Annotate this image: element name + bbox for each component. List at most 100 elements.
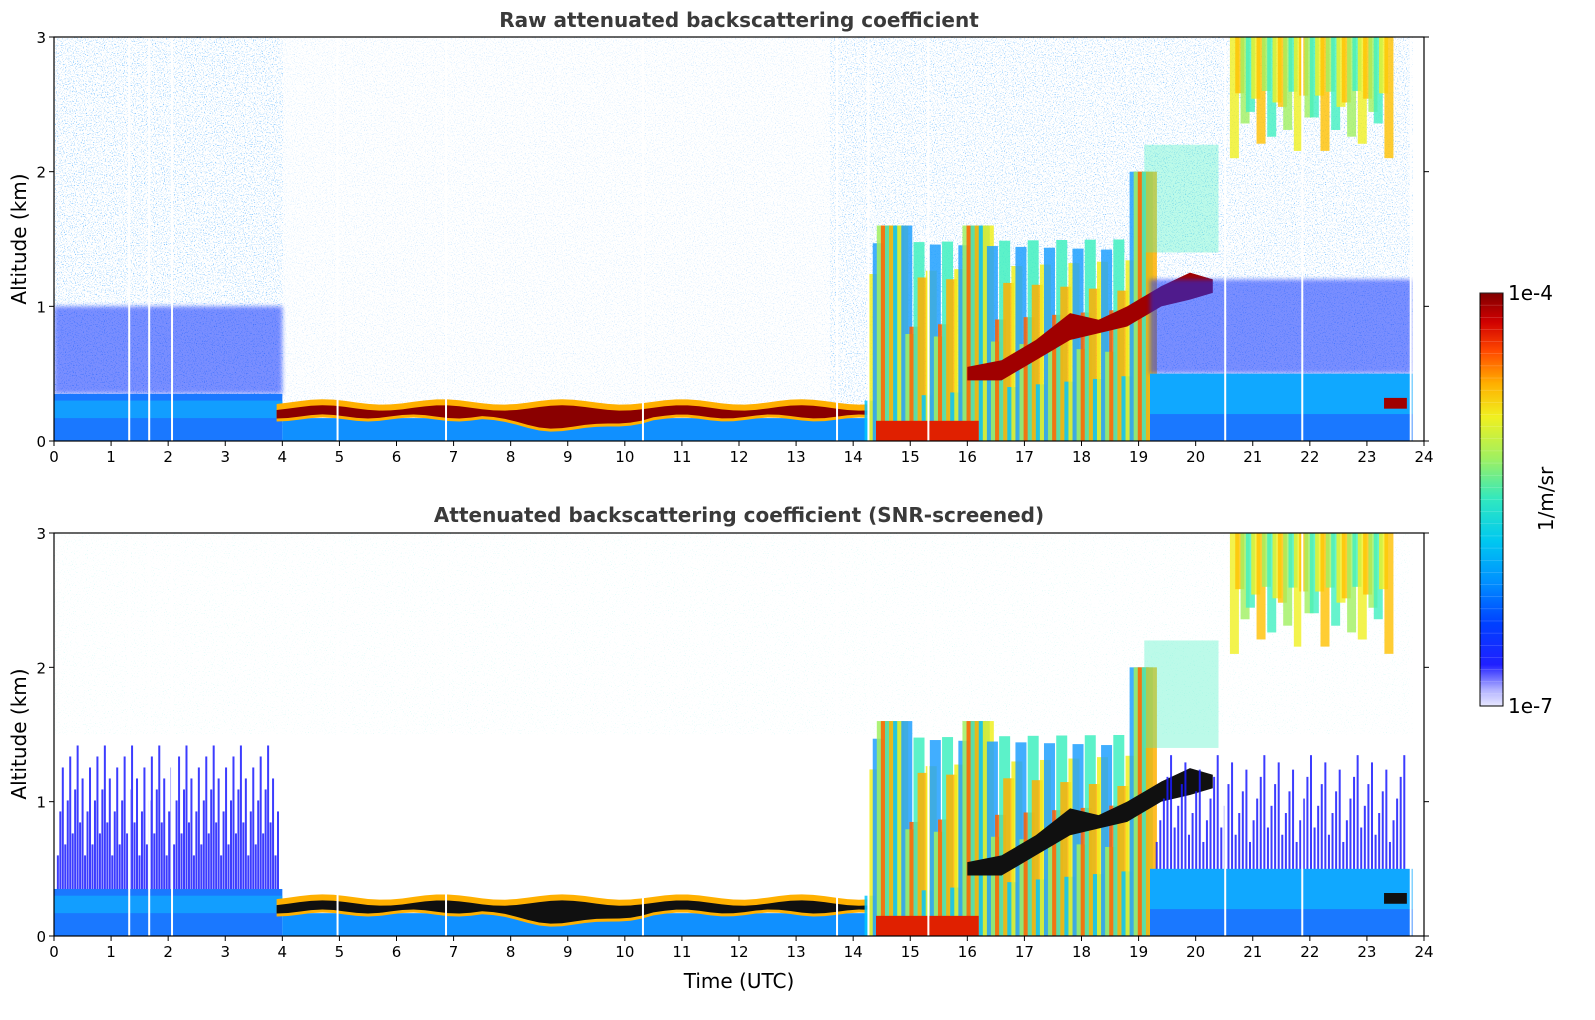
screened-column xyxy=(1209,798,1212,876)
cloud-column xyxy=(1341,37,1351,103)
cloud-column xyxy=(1357,533,1367,640)
screened-column xyxy=(103,745,106,892)
cell-column xyxy=(1031,780,1043,936)
screened-column xyxy=(1306,776,1309,876)
screened-column xyxy=(74,789,77,892)
cloud-column xyxy=(1357,37,1367,144)
data-gap xyxy=(1301,37,1304,441)
screened-column xyxy=(136,778,139,892)
cloud-column xyxy=(1144,640,1219,748)
screened-column xyxy=(274,855,277,892)
screened-column xyxy=(1353,776,1356,876)
screened-column xyxy=(1202,841,1205,876)
screened-column xyxy=(1324,762,1327,876)
x-tick-label: 2 xyxy=(163,943,173,961)
cloud-column xyxy=(1288,533,1298,588)
noise-region xyxy=(282,37,831,441)
x-tick-label: 4 xyxy=(278,448,288,466)
x-tick-label: 1 xyxy=(106,448,116,466)
data-gap xyxy=(1409,533,1412,936)
screened-column xyxy=(116,767,119,892)
cell-column xyxy=(1117,290,1129,441)
stratocumulus-layer xyxy=(276,894,871,936)
colorbar-max-label: 1e-4 xyxy=(1508,281,1553,305)
screened-column xyxy=(1392,820,1395,876)
screened-column xyxy=(202,800,205,892)
data-gap xyxy=(1409,37,1412,441)
screened-column xyxy=(93,800,96,892)
x-tick-label: 15 xyxy=(901,448,920,466)
x-tick-label: 12 xyxy=(729,943,748,961)
cloud-column xyxy=(1347,533,1357,633)
panel-screened: Attenuated backscattering coefficient (S… xyxy=(7,503,1434,993)
screened-column xyxy=(133,822,136,892)
data-gap xyxy=(171,37,174,441)
screened-column xyxy=(1162,798,1165,876)
aerosol-evening xyxy=(1150,755,1413,936)
axis-ticks-screened: 0 1 2 3 4 5 6 7 8 9 10 11 12 13 14 15 16 17 18 19 20 21 22 23 24… xyxy=(36,525,1433,961)
screened-column xyxy=(215,822,218,892)
screened-column xyxy=(1292,769,1295,876)
screened-column xyxy=(140,811,143,892)
y-axis-label-raw: Altitude (km) xyxy=(7,173,31,304)
screened-column xyxy=(227,844,230,892)
screened-column xyxy=(61,767,64,892)
screened-column xyxy=(71,833,74,892)
colorbar: 1e-4 1e-7 1/m/sr xyxy=(1479,281,1558,718)
data-gap xyxy=(641,37,644,441)
screened-column xyxy=(1367,784,1370,876)
screened-column xyxy=(1317,805,1320,876)
cloud-column xyxy=(1320,37,1330,151)
cell-column xyxy=(1072,744,1084,936)
screened-column xyxy=(1277,762,1280,876)
data-gap xyxy=(336,37,339,441)
screened-column xyxy=(150,756,153,892)
data-gap xyxy=(148,37,151,441)
colorbar-bands xyxy=(1480,292,1503,695)
aerosol-band xyxy=(1150,909,1413,936)
cloud-column xyxy=(1336,533,1346,603)
heatmap-layer xyxy=(54,37,1424,441)
screened-column xyxy=(1403,755,1406,876)
data-gap xyxy=(641,533,644,936)
cell-column xyxy=(917,277,929,441)
screened-column xyxy=(59,811,62,892)
screened-column xyxy=(200,844,203,892)
aerosol-evening xyxy=(1150,279,1413,441)
chart-title-screened: Attenuated backscattering coefficient (S… xyxy=(434,503,1044,527)
screened-column xyxy=(210,789,213,892)
cell-column xyxy=(1031,284,1043,441)
aerosol-morning xyxy=(54,306,283,441)
cloud-column xyxy=(1245,37,1255,112)
aerosol-band xyxy=(1150,279,1413,374)
cloud-column xyxy=(1277,37,1287,107)
cloud-column xyxy=(1251,37,1261,99)
x-tick-label: 11 xyxy=(672,943,691,961)
cloud-column xyxy=(1315,37,1325,96)
data-gap xyxy=(1412,533,1424,936)
x-tick-label: 15 xyxy=(901,943,920,961)
layer-core xyxy=(276,405,871,429)
screened-column xyxy=(230,800,233,892)
screened-column xyxy=(1385,769,1388,876)
screened-column xyxy=(1374,834,1377,876)
screened-column xyxy=(1349,798,1352,876)
screened-column xyxy=(267,745,270,892)
screened-column xyxy=(86,811,89,892)
screened-column xyxy=(252,767,255,892)
screened-column xyxy=(163,778,166,892)
noise-region xyxy=(54,533,1424,735)
x-tick-label: 1 xyxy=(106,943,116,961)
x-tick-label: 18 xyxy=(1072,943,1091,961)
screened-column xyxy=(1248,841,1251,876)
x-tick-label: 21 xyxy=(1243,448,1262,466)
data-gap xyxy=(445,533,448,936)
cloud-column xyxy=(1363,533,1373,595)
cell-column xyxy=(1015,742,1027,936)
cloud-column xyxy=(1256,533,1266,640)
screened-column xyxy=(158,745,161,892)
cloud-core xyxy=(967,768,1213,876)
cell-column xyxy=(901,721,913,936)
cloud-column xyxy=(1235,533,1245,590)
